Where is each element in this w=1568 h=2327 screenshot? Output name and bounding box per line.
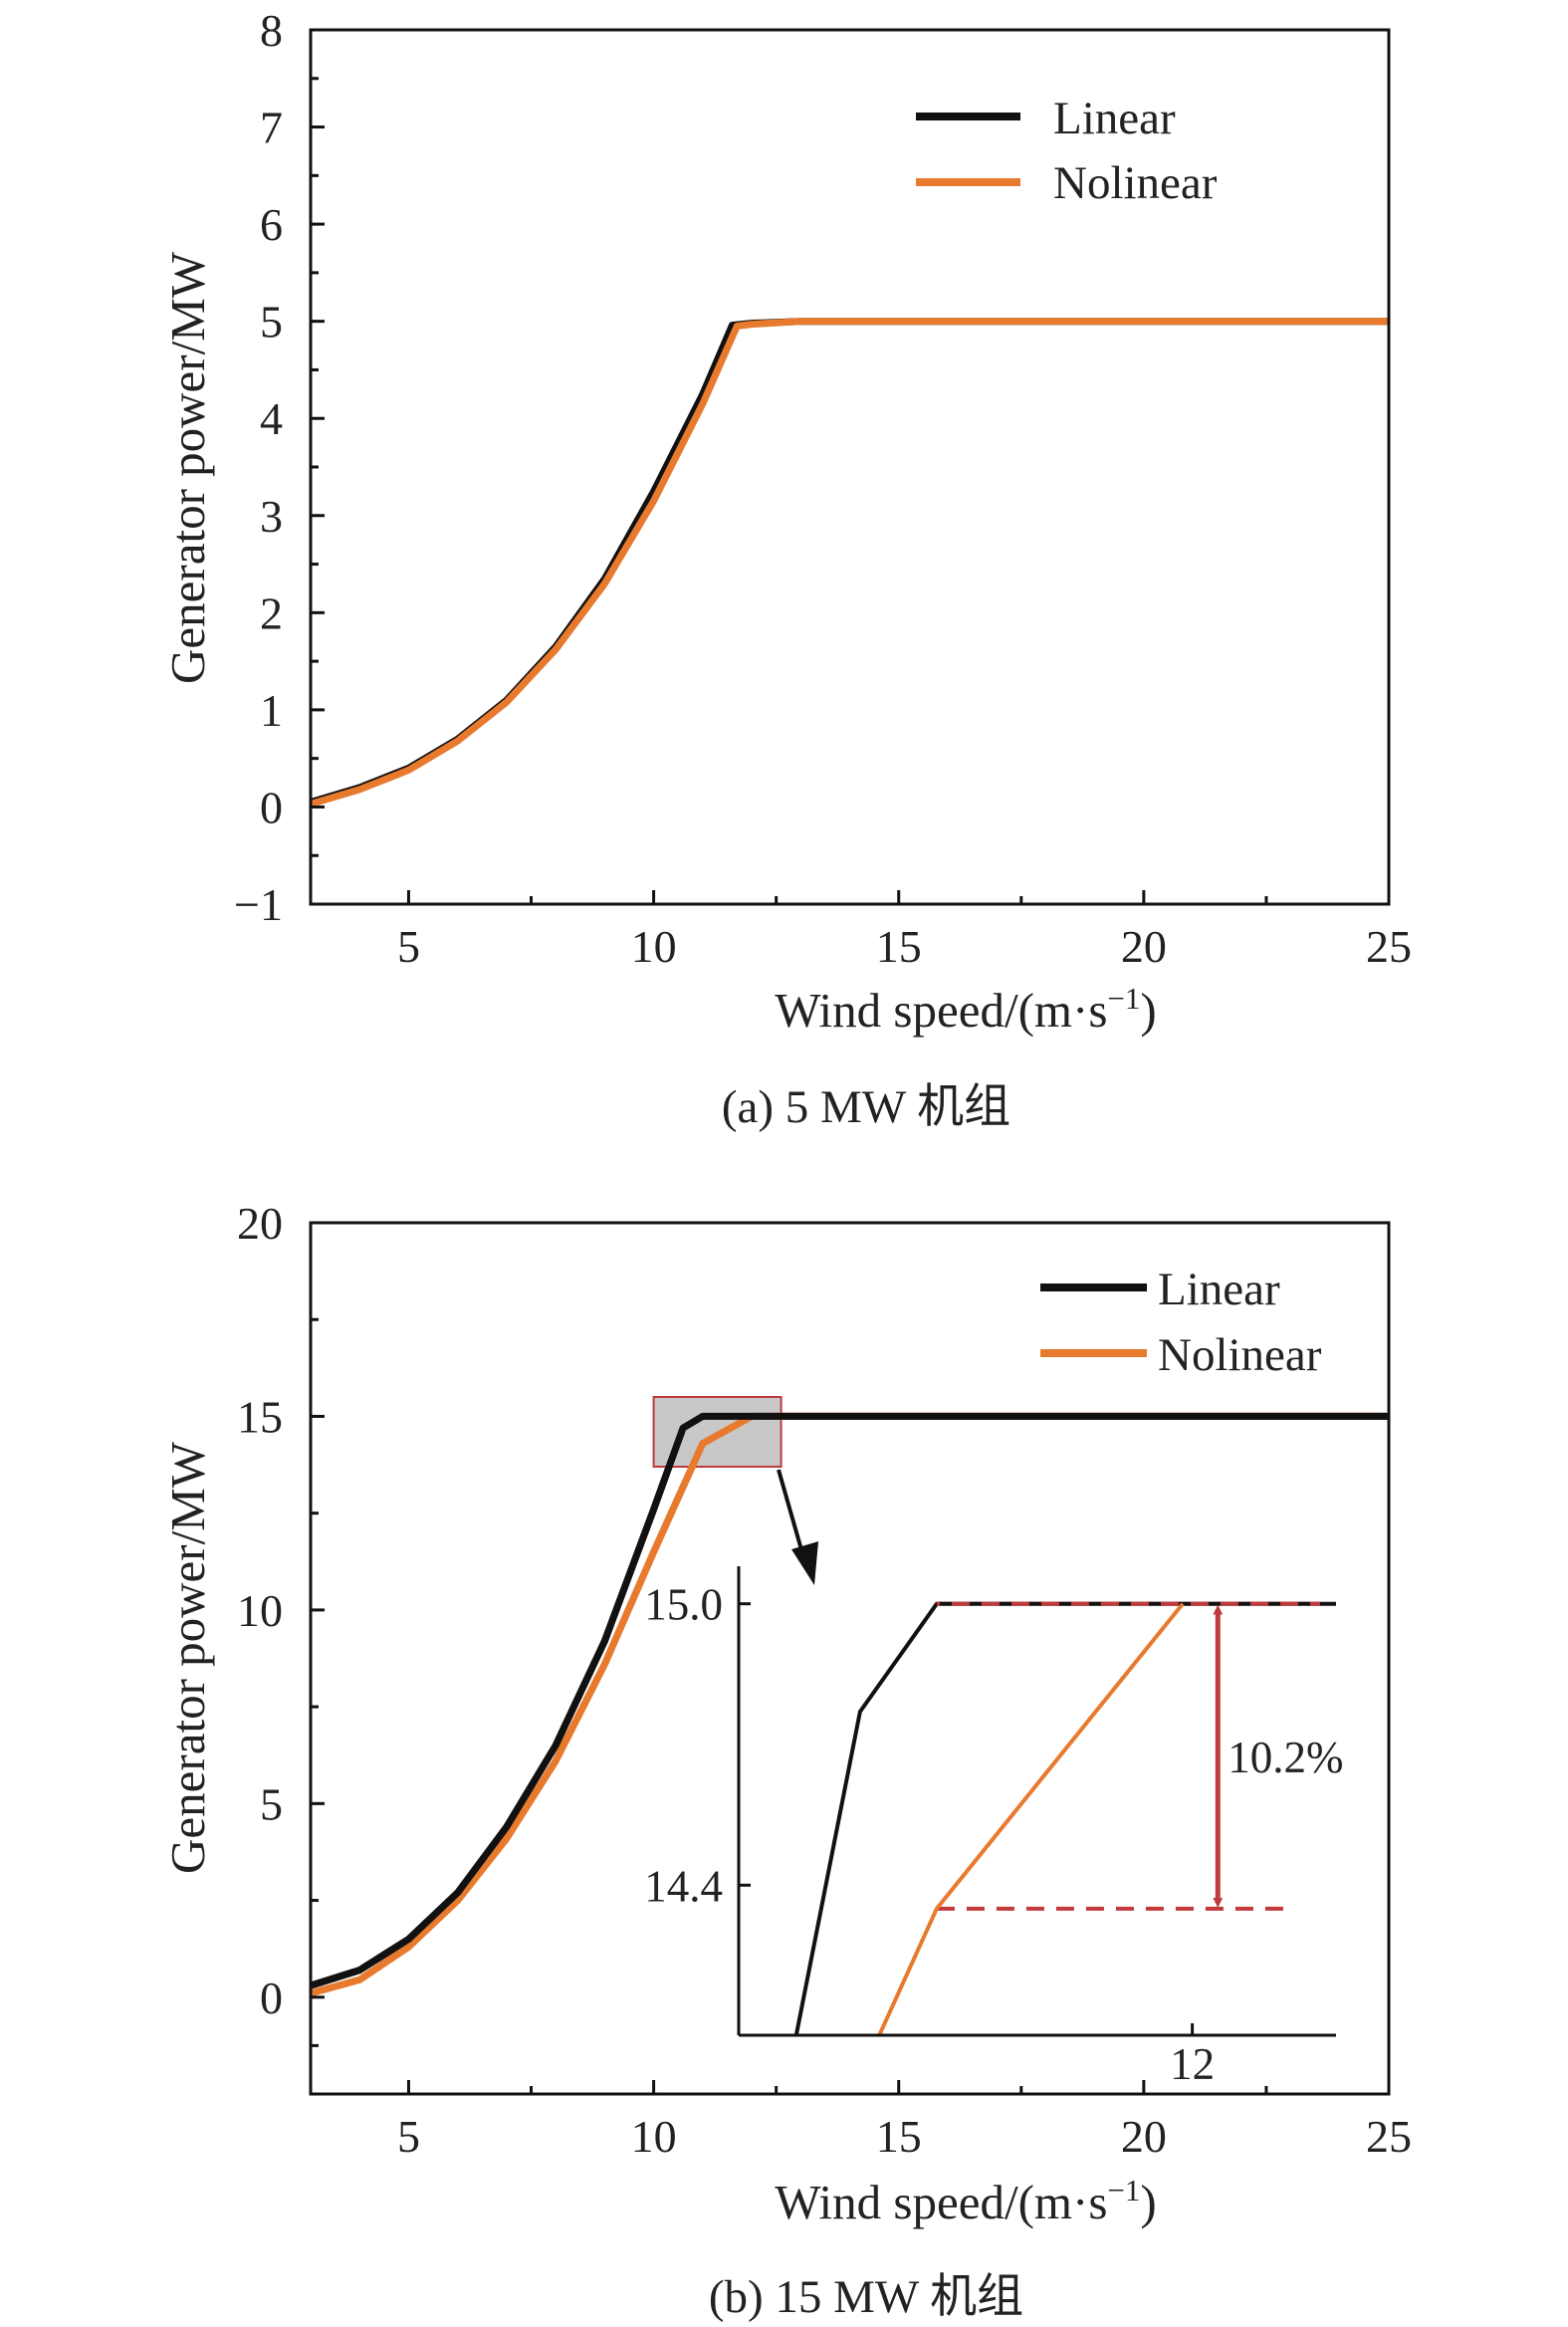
chart-b-frame <box>309 1221 1391 2096</box>
inset-difference-label: 10.2% <box>1228 1733 1343 1782</box>
chart-a-y-tick-label: 0 <box>260 782 283 832</box>
chart-b-series-group <box>309 1412 1389 1997</box>
chart-b-x-tick-label: 5 <box>397 2111 420 2162</box>
inset-series-nolinear <box>877 1602 1185 2036</box>
chart-a-y-axis: −1 0 1 2 3 4 5 6 7 8 <box>234 5 325 930</box>
chart-b-y-tick-label: 15 <box>237 1391 283 1442</box>
chart-b-x-tick-label: 15 <box>876 2111 922 2162</box>
chart-a-y-tick-label: 6 <box>260 199 283 250</box>
chart-a-y-tick-label: 5 <box>260 297 283 348</box>
chart-b-x-axis-title: Wind speed/(m·s−1) <box>775 2173 1156 2229</box>
chart-a-series-nolinear <box>310 318 1389 808</box>
chart-a-y-tick-label: 1 <box>260 685 283 736</box>
inset-y-tick-label: 15.0 <box>644 1580 723 1630</box>
chart-a-series-group <box>309 318 1389 808</box>
chart-b-x-axis: 5 10 15 20 25 <box>397 2080 1412 2162</box>
inset-x-tick-label: 12 <box>1170 2039 1215 2089</box>
chart-a-y-tick-label: 7 <box>260 103 283 153</box>
chart-a: 5 10 15 20 25 −1 0 1 2 3 4 5 6 7 8 Generator power/MW… <box>160 5 1412 1133</box>
chart-b-y-tick-label: 5 <box>260 1778 283 1829</box>
chart-a-y-tick-label: 8 <box>260 5 283 56</box>
chart-b: 5 10 15 20 25 0 5 10 15 20 Generator power/MW Wi… <box>160 1198 1412 2323</box>
zoom-pointer-arrow <box>777 1469 806 1561</box>
chart-b-caption: (b) 15 MW 机组 <box>709 2271 1023 2323</box>
chart-a-x-tick-label: 5 <box>397 921 420 972</box>
chart-a-legend-label-linear: Linear <box>1053 93 1176 144</box>
chart-a-y-tick-label: 4 <box>260 393 283 444</box>
chart-a-frame <box>309 28 1391 906</box>
zoom-pointer-arrowhead <box>791 1541 818 1585</box>
chart-b-x-tick-label: 10 <box>631 2111 677 2162</box>
chart-a-y-tick-label: 2 <box>260 587 283 638</box>
chart-b-y-tick-label: 0 <box>260 1973 283 2023</box>
chart-b-series-nolinear <box>310 1412 1389 1997</box>
chart-a-x-tick-label: 20 <box>1121 921 1167 972</box>
inset-chart: 15.0 14.4 12 10.2% <box>644 1566 1344 2089</box>
chart-a-caption: (a) 5 MW 机组 <box>722 1081 1010 1133</box>
chart-b-legend: Linear Nolinear <box>1040 1264 1322 1381</box>
chart-a-x-tick-label: 15 <box>876 921 922 972</box>
chart-a-y-axis-title: Generator power/MW <box>160 251 215 684</box>
chart-a-x-tick-label: 25 <box>1366 921 1412 972</box>
chart-a-x-tick-label: 10 <box>631 921 677 972</box>
chart-b-legend-label-nolinear: Nolinear <box>1158 1329 1322 1381</box>
chart-a-y-tick-label: 3 <box>260 491 283 542</box>
chart-a-legend: Linear Nolinear <box>916 93 1218 209</box>
inset-y-tick-label: 14.4 <box>644 1861 723 1911</box>
chart-a-x-axis: 5 10 15 20 25 <box>397 890 1412 972</box>
inset-series-group <box>793 1601 1336 2036</box>
chart-b-y-axis-title: Generator power/MW <box>160 1441 215 1874</box>
chart-b-legend-label-linear: Linear <box>1158 1264 1280 1315</box>
chart-b-series-overlay-nolinear <box>310 1412 1389 1997</box>
inset-axis-ticks: 15.0 14.4 12 <box>644 1580 1215 2089</box>
chart-a-legend-label-nolinear: Nolinear <box>1053 157 1218 209</box>
chart-b-y-axis: 0 5 10 15 20 <box>237 1198 325 2047</box>
chart-b-series-overlay-linear <box>309 1412 1389 1989</box>
chart-b-y-tick-label: 20 <box>237 1198 283 1249</box>
chart-b-y-tick-label: 10 <box>237 1585 283 1636</box>
chart-b-series-linear <box>309 1412 1389 1989</box>
chart-b-x-tick-label: 20 <box>1121 2111 1167 2162</box>
chart-a-x-axis-title: Wind speed/(m·s−1) <box>775 981 1156 1038</box>
chart-b-x-tick-label: 25 <box>1366 2111 1412 2162</box>
inset-series-linear <box>793 1601 1336 2036</box>
chart-a-y-tick-label: −1 <box>234 879 283 930</box>
